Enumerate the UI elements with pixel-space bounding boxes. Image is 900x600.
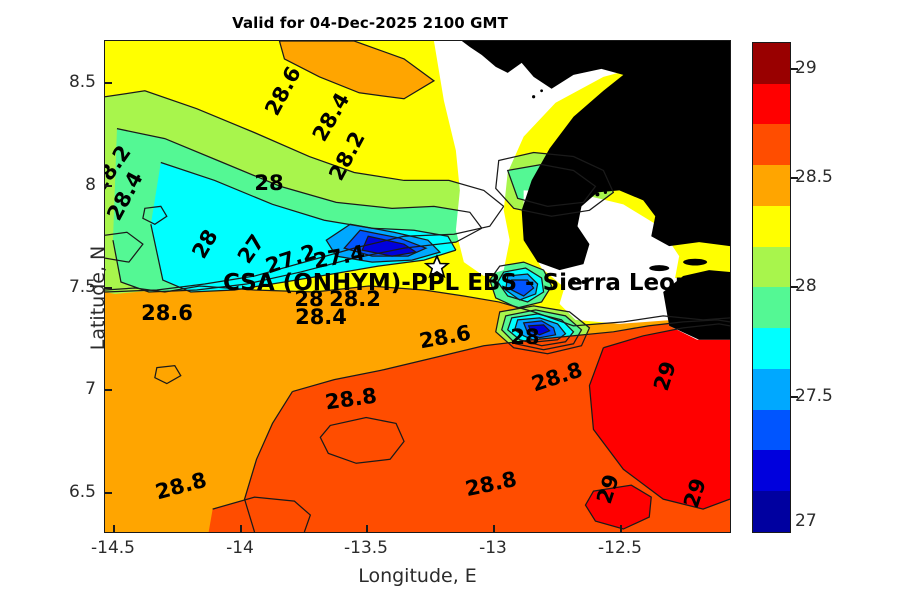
- colorbar-tick-label: 27: [795, 511, 817, 531]
- figure-title: Valid for 04-Dec-2025 2100 GMT: [232, 14, 508, 32]
- colorbar-band: [753, 368, 790, 410]
- colorbar-tick-mark: [791, 68, 798, 70]
- colorbar-band: [753, 246, 790, 288]
- y-tick-mark: [104, 185, 112, 187]
- x-tick-mark: [366, 525, 368, 533]
- map-plot-area[interactable]: 28.2 28.4 28.6 28.4 28.2 28 28 27 27.2 2…: [104, 40, 731, 533]
- x-tick-label: -12.5: [598, 538, 642, 558]
- colorbar-band: [753, 165, 790, 206]
- x-tick-label: -13: [479, 538, 507, 558]
- y-tick-mark: [104, 287, 112, 289]
- x-tick-mark: [113, 525, 115, 533]
- site-star-marker: [423, 254, 451, 279]
- x-tick-label: -14.5: [91, 538, 135, 558]
- y-axis-label: Latitude, N: [87, 245, 109, 351]
- colorbar-tick-label: 29: [795, 58, 817, 78]
- contour-plot-svg: [105, 41, 730, 532]
- colorbar-tick-label: 28: [795, 276, 817, 296]
- y-tick-label: 8.5: [68, 72, 96, 92]
- y-tick-mark: [104, 82, 112, 84]
- colorbar-tick-label: 28.5: [795, 167, 833, 187]
- colorbar[interactable]: [752, 42, 791, 533]
- colorbar-band: [753, 43, 790, 84]
- x-tick-mark: [493, 525, 495, 533]
- colorbar-band: [753, 287, 790, 329]
- colorbar-band: [753, 491, 790, 532]
- y-tick-label: 8: [85, 175, 96, 195]
- colorbar-tick-label: 27.5: [795, 386, 833, 406]
- colorbar-band: [753, 328, 790, 369]
- y-tick-label: 7.5: [68, 277, 96, 297]
- colorbar-tick-mark: [791, 286, 798, 288]
- colorbar-tick-mark: [791, 177, 798, 179]
- x-tick-mark: [240, 525, 242, 533]
- x-axis-label: Longitude, E: [358, 565, 477, 587]
- colorbar-band: [753, 83, 790, 125]
- y-tick-mark: [104, 389, 112, 391]
- y-tick-mark: [104, 492, 112, 494]
- x-tick-label: -13.5: [344, 538, 388, 558]
- colorbar-band: [753, 124, 790, 166]
- x-tick-label: -14: [226, 538, 254, 558]
- y-tick-label: 7: [85, 379, 96, 399]
- site-label: CSA (ONHYM)-PPL EBS - Sierra Leone: [223, 270, 707, 296]
- y-tick-label: 6.5: [68, 482, 96, 502]
- contour-fill-group: [105, 41, 730, 532]
- contour-lines: [105, 41, 730, 532]
- colorbar-band: [753, 450, 790, 492]
- colorbar-band: [753, 409, 790, 451]
- colorbar-band: [753, 205, 790, 247]
- x-tick-mark: [620, 525, 622, 533]
- colorbar-tick-mark: [791, 396, 798, 398]
